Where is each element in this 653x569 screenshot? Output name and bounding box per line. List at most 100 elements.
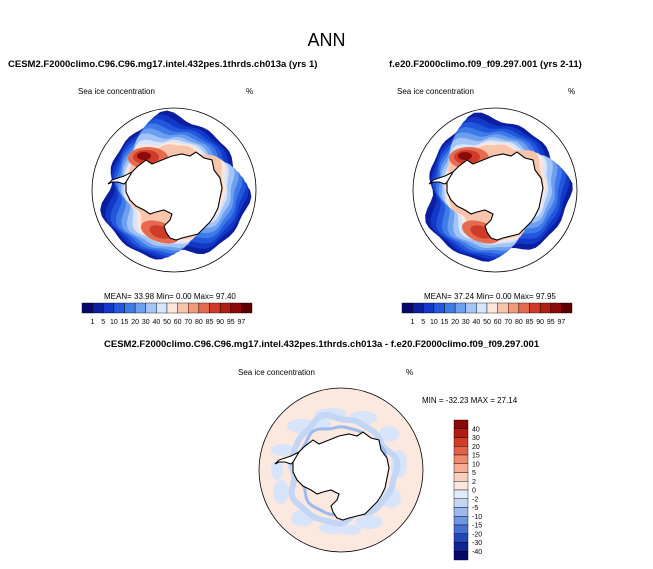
- colorbar-tick-label: 60: [174, 319, 182, 326]
- colorbar-tick-label: 20: [131, 319, 139, 326]
- diff-stats: MIN = -32.23 MAX = 27.14: [422, 396, 518, 405]
- map-boundary: [91, 107, 257, 273]
- colorbar-bin: [486, 302, 498, 314]
- colorbar-tick-label: 40: [472, 426, 480, 433]
- colorbar-bin: [453, 524, 469, 534]
- colorbar-bin: [550, 302, 562, 314]
- colorbar-tick-label: -30: [472, 540, 482, 547]
- colorbar-bin: [219, 302, 231, 314]
- colorbar-bin: [453, 481, 469, 491]
- colorbar-tick-label: 60: [494, 319, 502, 326]
- diff-units-label: %: [406, 368, 414, 377]
- colorbar-bin: [453, 437, 469, 447]
- colorbar-bin: [230, 302, 242, 314]
- colorbar-tick-label: -2: [472, 496, 478, 503]
- colorbar-tick-label: 5: [421, 319, 425, 326]
- colorbar-tick-label: 85: [206, 319, 214, 326]
- colorbar-bin: [497, 302, 509, 314]
- colorbar-tick-label: 15: [441, 319, 449, 326]
- colorbar-bin: [433, 302, 445, 314]
- colorbar-bin: [518, 302, 530, 314]
- colorbar-bin: [401, 302, 413, 314]
- weddell-sea-ice-max: [458, 152, 472, 160]
- colorbar-tick-label: -20: [472, 531, 482, 538]
- negative-difference-patch: [271, 444, 295, 456]
- colorbar-tick-label: 90: [216, 319, 224, 326]
- left-variable-label: Sea ice concentration: [78, 87, 155, 96]
- colorbar-bin: [166, 302, 178, 314]
- colorbar-bin: [113, 302, 125, 314]
- colorbar-tick-label: 1: [91, 319, 95, 326]
- colorbar-tick-label: 80: [515, 319, 523, 326]
- colorbar-tick-label: 1: [411, 319, 415, 326]
- colorbar-tick-label: 97: [557, 319, 565, 326]
- colorbar-tick-label: -10: [472, 514, 482, 521]
- colorbar-bin: [539, 302, 551, 314]
- colorbar-bin: [177, 302, 189, 314]
- colorbar-bin: [156, 302, 168, 314]
- colorbar-tick-label: 20: [451, 319, 459, 326]
- left-colorbar: 1 5 10 15 20 30 40 50 60 70 80 85 90 95 97: [81, 302, 253, 326]
- colorbar-bin: [453, 446, 469, 456]
- colorbar-bin: [188, 302, 200, 314]
- colorbar-tick-label: 40: [472, 319, 480, 326]
- colorbar-tick-label: 10: [472, 461, 480, 468]
- antarctic-peninsula: [428, 170, 455, 185]
- negative-difference-patch: [271, 460, 283, 480]
- colorbar-tick-label: 10: [110, 319, 118, 326]
- colorbar-bin: [134, 302, 146, 314]
- colorbar-tick-label: 30: [472, 435, 480, 442]
- left-panel-title: CESM2.F2000climo.C96.C96.mg17.intel.432p…: [8, 59, 318, 70]
- right-panel-title: f.e20.F2000climo.f09_f09.297.001 (yrs 2-…: [389, 59, 582, 70]
- colorbar-tick-label: 95: [547, 319, 555, 326]
- colorbar-tick-label: 90: [536, 319, 544, 326]
- antarctica-coastline: [292, 431, 390, 521]
- colorbar-bin: [453, 489, 469, 499]
- colorbar-bin: [145, 302, 157, 314]
- colorbar-tick-label: 20: [472, 444, 480, 451]
- colorbar-bin: [453, 551, 469, 561]
- colorbar-tick-label: 5: [101, 319, 105, 326]
- map-boundary: [412, 107, 578, 273]
- antarctic-peninsula: [274, 450, 301, 465]
- diff-panel-title: CESM2.F2000climo.C96.C96.mg17.intel.432p…: [104, 339, 540, 350]
- colorbar-tick-label: -5: [472, 505, 478, 512]
- colorbar-bin: [103, 302, 115, 314]
- colorbar-bin: [454, 302, 466, 314]
- colorbar-bin: [453, 542, 469, 552]
- colorbar-tick-label: 50: [163, 319, 171, 326]
- colorbar-bin: [476, 302, 488, 314]
- colorbar-bin: [444, 302, 456, 314]
- colorbar-tick-label: 30: [142, 319, 150, 326]
- colorbar-tick-label: 97: [237, 319, 245, 326]
- colorbar-bin: [453, 516, 469, 526]
- colorbar-bin: [453, 507, 469, 517]
- left-antarctic-map: [91, 107, 257, 273]
- map-boundary: [258, 387, 424, 553]
- colorbar-tick-label: 70: [504, 319, 512, 326]
- negative-difference-patch: [273, 480, 289, 504]
- antarctic-peninsula: [107, 170, 134, 185]
- colorbar-tick-label: 15: [121, 319, 129, 326]
- weddell-sea-ice-max: [137, 152, 151, 160]
- right-variable-label: Sea ice concentration: [397, 87, 474, 96]
- right-colorbar: 1 5 10 15 20 30 40 50 60 70 80 85 90 95 97: [401, 302, 573, 326]
- colorbar-bin: [453, 463, 469, 473]
- colorbar-tick-label: -40: [472, 549, 482, 556]
- colorbar-bin: [423, 302, 435, 314]
- colorbar-tick-label: 0: [472, 488, 476, 495]
- colorbar-bin: [92, 302, 104, 314]
- negative-difference-patch: [379, 426, 399, 442]
- left-units-label: %: [246, 87, 254, 96]
- colorbar-bin: [508, 302, 520, 314]
- negative-difference-patch: [341, 525, 361, 535]
- colorbar-bin: [465, 302, 477, 314]
- colorbar-tick-label: 95: [227, 319, 235, 326]
- colorbar-tick-label: 15: [472, 453, 480, 460]
- colorbar-bin: [198, 302, 210, 314]
- colorbar-tick-label: 80: [195, 319, 203, 326]
- colorbar-bin: [453, 454, 469, 464]
- colorbar-bin: [453, 498, 469, 508]
- colorbar-tick-label: 5: [472, 470, 476, 477]
